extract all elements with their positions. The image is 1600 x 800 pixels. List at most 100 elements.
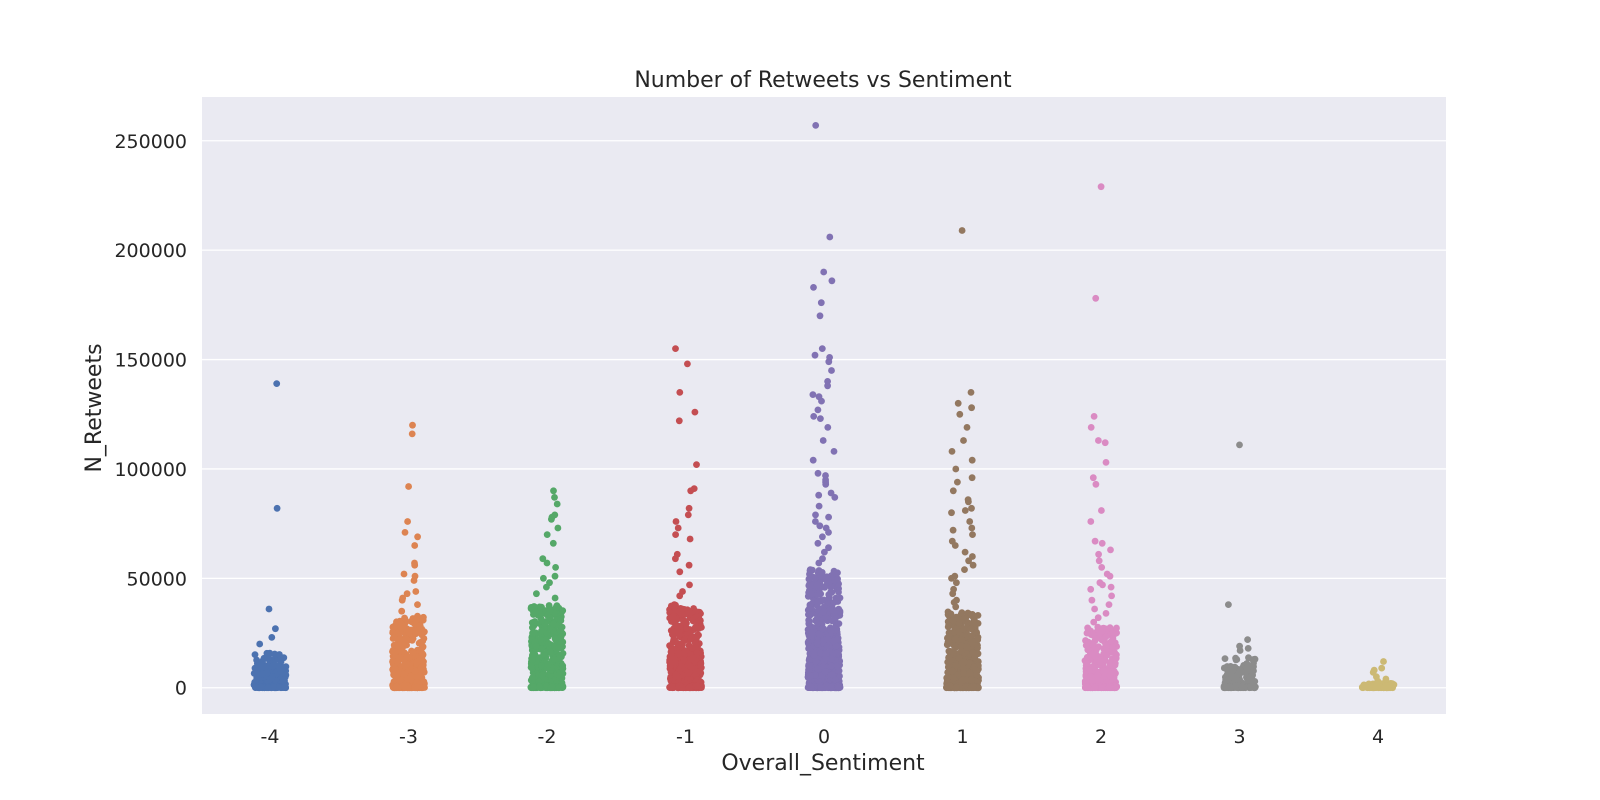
data-point [951,542,959,549]
data-point [1088,596,1096,604]
data-point [405,483,412,490]
data-point [948,448,956,455]
data-point [1092,480,1100,488]
data-point [1244,636,1251,643]
data-point [1247,683,1255,690]
data-point [1082,677,1090,684]
data-point [949,526,957,534]
data-point [676,592,684,600]
data-point [1087,585,1095,593]
data-point [1102,459,1110,466]
data-point [968,524,976,532]
x-axis-label: Overall_Sentiment [721,751,925,776]
data-point [945,633,952,641]
data-point [417,665,425,673]
data-point [413,616,420,623]
data-point [1102,610,1110,617]
data-point [1089,474,1097,482]
data-point [1089,640,1097,648]
data-point [674,524,682,532]
data-point [818,569,826,576]
x-tick-label: 2 [1095,726,1107,748]
data-point [1092,294,1100,302]
data-point [967,625,975,633]
data-point [954,478,961,486]
data-point [1092,646,1100,654]
data-point [963,643,971,651]
data-point [1227,684,1235,692]
data-point [676,608,683,615]
data-point [948,574,955,582]
data-point [414,627,421,635]
data-point [967,676,975,683]
data-point [1101,673,1109,680]
data-point [669,612,677,620]
y-tick-label: 100000 [114,459,187,481]
data-point [686,535,694,543]
data-point [1098,539,1106,547]
data-point [419,650,426,658]
data-point [824,635,831,643]
data-point [968,456,976,464]
data-point [668,683,676,691]
data-point [830,448,838,455]
data-point [1105,683,1113,691]
data-point [551,594,559,602]
data-point [543,531,551,538]
data-point [1091,684,1098,691]
data-point [414,533,421,541]
data-point [554,524,562,532]
data-point [532,608,539,616]
data-point [1107,583,1115,591]
data-point [391,623,399,631]
data-point [812,657,820,665]
data-point [1103,652,1111,659]
data-point [552,564,559,571]
data-point [808,590,815,598]
data-point [827,683,835,690]
data-point [807,672,814,679]
x-tick-label: -4 [261,726,280,748]
data-point [553,500,561,508]
data-point [809,391,817,398]
data-point [689,654,696,662]
data-point [1102,642,1110,649]
data-point [814,469,822,477]
data-point [812,511,819,519]
data-point [1094,614,1102,622]
data-point [945,621,953,628]
data-point [264,684,272,692]
data-point [819,609,827,616]
data-point [826,233,834,241]
data-point [955,619,963,627]
data-point [675,417,683,425]
data-point [948,509,955,517]
data-point [672,670,680,678]
data-point [552,604,560,611]
data-point [680,656,688,664]
data-point [1244,661,1252,669]
data-point [968,639,976,647]
data-point [815,502,823,510]
data-point [672,531,679,538]
data-point [685,684,693,691]
data-point [952,683,960,691]
data-point [395,642,402,650]
data-point [949,590,957,598]
data-point [551,656,558,663]
data-point [952,662,960,669]
data-point [420,635,428,642]
data-point [973,628,980,636]
data-point [1102,633,1110,641]
data-point [827,584,835,591]
data-point [1222,684,1230,691]
chart-title: Number of Retweets vs Sentiment [634,68,1012,93]
data-point [819,437,827,444]
data-point [953,579,960,587]
data-point [825,544,832,552]
data-point [824,382,831,390]
data-point [400,570,408,578]
data-point [263,669,271,677]
data-point [955,654,963,662]
data-point [687,487,695,495]
